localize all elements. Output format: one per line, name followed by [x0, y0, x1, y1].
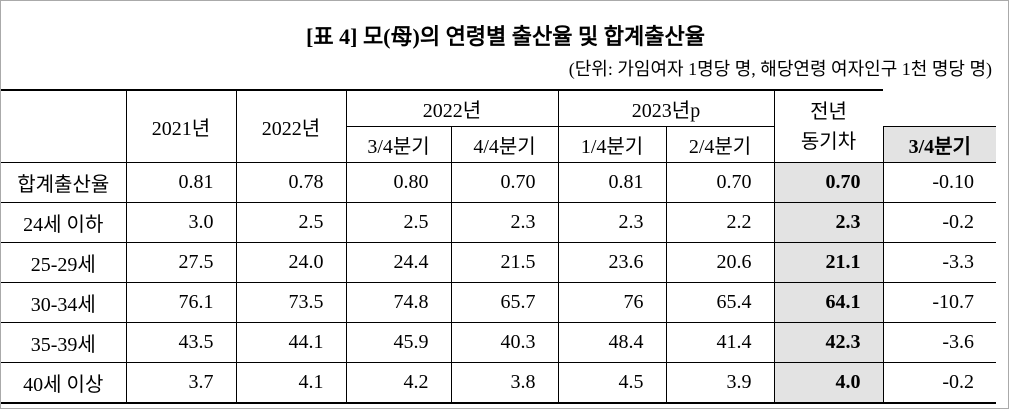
- value-cell: 0.70: [773, 162, 884, 203]
- data-row: 25-29세 27.5 24.0 24.4 21.5 23.6 20.6 21.1 -3.3: [1, 242, 996, 283]
- value-cell: 73.5: [235, 282, 347, 323]
- data-row: 30-34세 76.1 73.5 74.8 65.7 76 65.4 64.1 -10.7: [1, 282, 996, 323]
- value-cell: -3.6: [882, 322, 996, 363]
- value-cell: 2.2: [665, 202, 775, 243]
- row-label: 24세 이하: [1, 202, 127, 243]
- value-cell: 0.70: [665, 162, 775, 203]
- value-cell: 42.3: [773, 322, 884, 363]
- value-cell: 24.4: [345, 242, 452, 283]
- row-label: 합계출산율: [1, 162, 127, 203]
- value-cell: 48.4: [557, 322, 667, 363]
- column-subheader: 2/4분기: [665, 126, 775, 163]
- value-cell: 74.8: [345, 282, 452, 323]
- value-cell: 64.1: [773, 282, 884, 323]
- column-header: 2022년: [235, 89, 347, 163]
- row-label: 25-29세: [1, 242, 127, 283]
- value-cell: -3.3: [882, 242, 996, 283]
- value-cell: 76: [557, 282, 667, 323]
- column-header: 2021년: [125, 89, 237, 163]
- value-cell: 40.3: [450, 322, 559, 363]
- unit-note: (단위: 가임여자 1명당 명, 해당연령 여자인구 1천 명당 명): [568, 59, 992, 79]
- value-cell: 4.2: [345, 362, 452, 404]
- value-cell: 43.5: [125, 322, 237, 363]
- data-row: 24세 이하 3.0 2.5 2.5 2.3 2.3 2.2 2.3 -0.2: [1, 202, 996, 243]
- value-cell: 2.5: [345, 202, 452, 243]
- value-cell: -0.10: [882, 162, 996, 203]
- value-cell: 2.3: [557, 202, 667, 243]
- value-cell: 4.0: [773, 362, 884, 404]
- value-cell: 65.7: [450, 282, 559, 323]
- value-cell: 4.5: [557, 362, 667, 404]
- value-cell: 3.9: [665, 362, 775, 404]
- data-table: 2021년 2022년 2022년 2023년p 전년 동기차 3/4분기 4/4분기 1/4…: [1, 89, 996, 404]
- value-cell: 21.5: [450, 242, 559, 283]
- value-cell: 2.3: [773, 202, 884, 243]
- table-head: 2021년 2022년 2022년 2023년p 전년 동기차 3/4분기 4/4분기 1/4…: [1, 89, 996, 163]
- row-label: 30-34세: [1, 282, 127, 323]
- value-cell: 0.81: [557, 162, 667, 203]
- column-header: 2022년: [345, 89, 559, 127]
- data-row: 35-39세 43.5 44.1 45.9 40.3 48.4 41.4 42.3 -3.6: [1, 322, 996, 363]
- value-cell: -0.2: [882, 202, 996, 243]
- value-cell: 27.5: [125, 242, 237, 283]
- value-cell: 0.80: [345, 162, 452, 203]
- column-subheader: 1/4분기: [557, 126, 667, 163]
- value-cell: 2.5: [235, 202, 347, 243]
- corner-cell: [1, 89, 127, 163]
- value-cell: 3.0: [125, 202, 237, 243]
- value-cell: 44.1: [235, 322, 347, 363]
- row-label: 35-39세: [1, 322, 127, 363]
- value-cell: -0.2: [882, 362, 996, 404]
- row-label: 40세 이상: [1, 362, 127, 404]
- header-row: 2021년 2022년 2022년 2023년p 전년 동기차: [1, 89, 996, 163]
- column-subheader: 4/4분기: [450, 126, 559, 163]
- value-cell: 76.1: [125, 282, 237, 323]
- value-cell: 21.1: [773, 242, 884, 283]
- data-row: 40세 이상 3.7 4.1 4.2 3.8 4.5 3.9 4.0 -0.2: [1, 362, 996, 404]
- value-cell: 41.4: [665, 322, 775, 363]
- value-cell: 3.8: [450, 362, 559, 404]
- value-cell: 24.0: [235, 242, 347, 283]
- value-cell: 65.4: [665, 282, 775, 323]
- value-cell: 2.3: [450, 202, 559, 243]
- value-cell: 4.1: [235, 362, 347, 404]
- value-cell: 23.6: [557, 242, 667, 283]
- data-row: 합계출산율 0.81 0.78 0.80 0.70 0.81 0.70 0.70 -0.10: [1, 162, 996, 203]
- table-body: 합계출산율 0.81 0.78 0.80 0.70 0.81 0.70 0.70 -0.10 24…: [1, 162, 996, 404]
- value-cell: -10.7: [882, 282, 996, 323]
- value-cell: 0.81: [125, 162, 237, 203]
- value-cell: 45.9: [345, 322, 452, 363]
- column-subheader: 3/4분기: [882, 126, 996, 163]
- value-cell: 0.70: [450, 162, 559, 203]
- column-header: 전년 동기차: [773, 89, 883, 163]
- value-cell: 20.6: [665, 242, 775, 283]
- column-header: 2023년p: [557, 89, 775, 127]
- column-subheader: 3/4분기: [346, 126, 452, 163]
- value-cell: 0.78: [235, 162, 347, 203]
- value-cell: 3.7: [125, 362, 237, 404]
- table-title: [표 4] 모(母)의 연령별 출산율 및 합계출산율: [306, 24, 705, 49]
